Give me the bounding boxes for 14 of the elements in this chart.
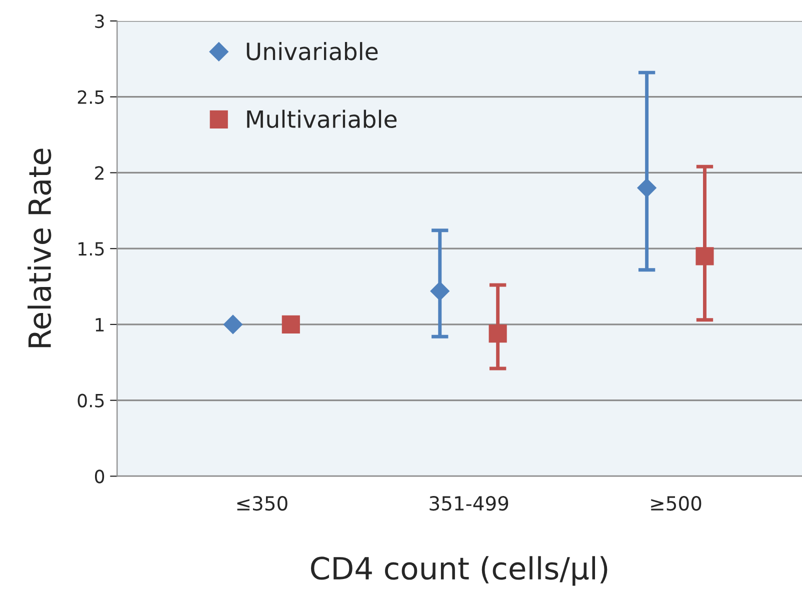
y-tick-label: 2.5 — [78, 90, 104, 104]
y-tick-label: 0.5 — [78, 394, 104, 408]
y-tick-label: 1.5 — [78, 242, 104, 256]
y-axis-title: Relative Rate — [28, 148, 52, 348]
x-axis-title: CD4 count (cells/µl) — [311, 556, 608, 586]
y-tick-label: 2 — [95, 166, 104, 180]
legend-label: Multivariable — [247, 110, 397, 128]
legend-label: Univariable — [246, 42, 378, 60]
x-tick-label: ≤350 — [237, 496, 288, 511]
y-tick-label: 0 — [94, 470, 104, 484]
y-tick-label: 1 — [96, 318, 104, 332]
y-tick-label: 3 — [95, 14, 104, 28]
x-tick-label: ≥500 — [651, 496, 702, 511]
x-tick-label: 351-499 — [430, 496, 508, 511]
